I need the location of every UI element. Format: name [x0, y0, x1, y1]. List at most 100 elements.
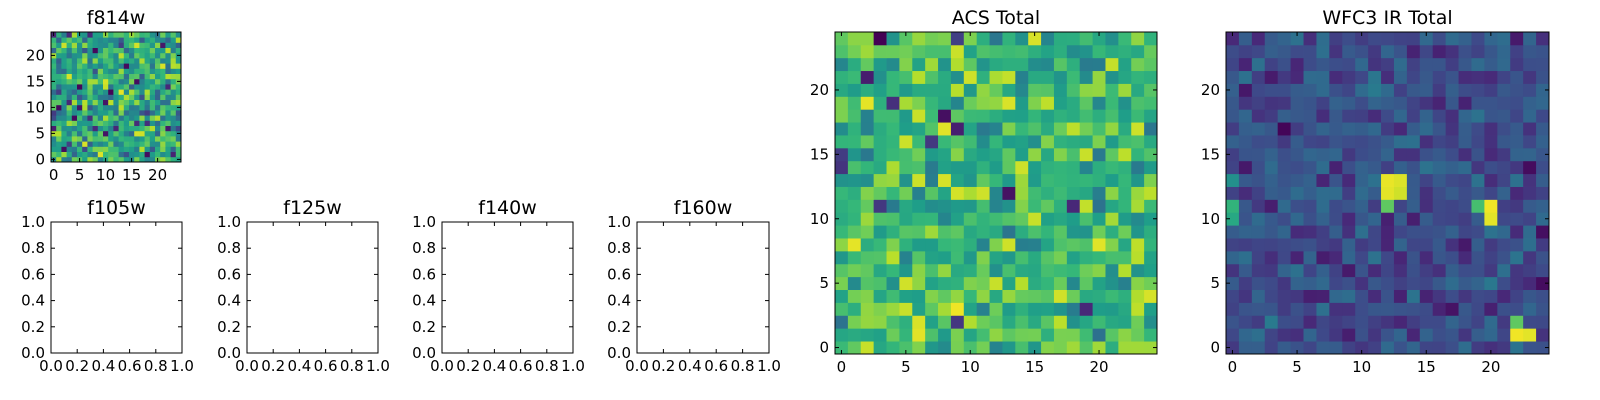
heatmap-pixel: [950, 70, 965, 84]
heatmap-pixel: [1445, 276, 1459, 290]
heatmap-pixel: [1406, 147, 1421, 162]
heatmap-pixel: [1368, 315, 1382, 329]
heatmap-pixel: [1316, 250, 1330, 265]
heatmap-pixel: [976, 32, 990, 46]
heatmap-pixel: [1226, 186, 1240, 200]
heatmap-pixel: [1226, 96, 1240, 110]
heatmap-pixel: [1290, 238, 1304, 252]
heatmap-pixel: [1316, 122, 1330, 136]
heatmap-pixel: [1523, 44, 1537, 59]
heatmap-pixel: [66, 156, 73, 163]
heatmap-pixel: [113, 104, 119, 111]
heatmap-pixel: [1118, 302, 1132, 316]
heatmap-pixel: [1226, 212, 1240, 226]
heatmap-pixel: [1368, 44, 1382, 59]
heatmap-pixel: [1393, 44, 1408, 59]
heatmap-pixel: [155, 68, 161, 74]
heatmap-pixel: [860, 212, 875, 226]
heatmap-pixel: [1015, 147, 1029, 162]
heatmap-pixel: [1355, 263, 1369, 278]
heatmap-pixel: [1028, 315, 1042, 329]
heatmap-pixel: [139, 37, 145, 43]
heatmap-pixel: [1458, 263, 1472, 278]
heatmap-pixel: [1131, 199, 1145, 213]
heatmap-pixel: [950, 135, 965, 149]
heatmap-pixel: [165, 156, 171, 163]
heatmap-pixel: [77, 99, 83, 106]
heatmap-pixel: [175, 136, 182, 142]
heatmap-pixel: [1419, 173, 1434, 187]
heatmap-pixel: [1303, 328, 1317, 342]
heatmap-pixel: [170, 68, 177, 74]
heatmap-pixel: [847, 302, 862, 316]
heatmap-pixel: [108, 37, 114, 43]
heatmap-pixel: [92, 115, 99, 121]
heatmap-pixel: [1458, 302, 1472, 316]
heatmap-pixel: [1079, 250, 1093, 265]
heatmap-pixel: [155, 146, 161, 152]
heatmap-pixel: [1316, 315, 1330, 329]
heatmap-pixel: [129, 94, 135, 100]
heatmap-pixel: [56, 94, 62, 100]
y-tick-label: 0.6: [21, 265, 45, 283]
heatmap-pixel: [1131, 250, 1145, 265]
heatmap-pixel: [82, 120, 88, 126]
x-tick-label: 0.2: [65, 357, 89, 375]
heatmap-pixel: [835, 96, 849, 110]
heatmap-pixel: [1510, 289, 1524, 303]
heatmap-pixel: [1131, 225, 1145, 239]
x-tick-label: 0: [49, 166, 59, 184]
heatmap-pixel: [835, 109, 849, 123]
heatmap-pixel: [835, 302, 849, 316]
heatmap-pixel: [1264, 70, 1279, 84]
heatmap-pixel: [129, 73, 135, 80]
heatmap-pixel: [1381, 32, 1395, 46]
heatmap-pixel: [97, 110, 104, 116]
heatmap-pixel: [144, 42, 151, 48]
heatmap-pixel: [1419, 289, 1434, 303]
heatmap-pixel: [938, 122, 952, 136]
heatmap-pixel: [92, 73, 99, 80]
heatmap-pixel: [938, 160, 952, 175]
heatmap-pixel: [1144, 212, 1158, 226]
heatmap-pixel: [66, 32, 73, 38]
heatmap-pixel: [1238, 70, 1253, 84]
heatmap-pixel: [950, 276, 965, 290]
heatmap-pixel: [1329, 263, 1343, 278]
heatmap-pixel: [950, 186, 965, 200]
heatmap-pixel: [123, 58, 130, 64]
heatmap-pixel: [1523, 212, 1537, 226]
heatmap-pixel: [1432, 302, 1447, 316]
heatmap-pixel: [912, 263, 926, 278]
heatmap-pixel: [873, 44, 887, 59]
heatmap-pixel: [71, 125, 78, 132]
heatmap-pixel: [1028, 186, 1042, 200]
heatmap-pixel: [1471, 289, 1485, 303]
y-tick-label: 0.6: [607, 265, 631, 283]
heatmap-pixel: [1497, 341, 1511, 355]
heatmap-pixel: [1432, 238, 1447, 252]
heatmap-pixel: [1251, 96, 1266, 110]
heatmap-pixel: [123, 110, 130, 116]
x-tick-label: 20: [148, 166, 167, 184]
heatmap-pixel: [1092, 122, 1106, 136]
heatmap-pixel: [118, 73, 125, 80]
heatmap-pixel: [1329, 238, 1343, 252]
heatmap-pixel: [938, 328, 952, 342]
heatmap-pixel: [1355, 276, 1369, 290]
heatmap-pixel: [847, 160, 862, 175]
heatmap-pixel: [1251, 302, 1266, 316]
heatmap-pixel: [87, 58, 93, 64]
heatmap-pixel: [1066, 147, 1081, 162]
heatmap-pixel: [144, 68, 151, 74]
heatmap-pixel: [1053, 315, 1068, 329]
heatmap-pixel: [155, 63, 161, 69]
heatmap-pixel: [134, 52, 140, 59]
heatmap-pixel: [134, 99, 140, 106]
heatmap-pixel: [144, 89, 151, 95]
heatmap-pixel: [1303, 83, 1317, 97]
heatmap-pixel: [1092, 276, 1106, 290]
heatmap-pixel: [1277, 186, 1291, 200]
heatmap-pixel: [847, 122, 862, 136]
heatmap-pixel: [113, 115, 119, 121]
